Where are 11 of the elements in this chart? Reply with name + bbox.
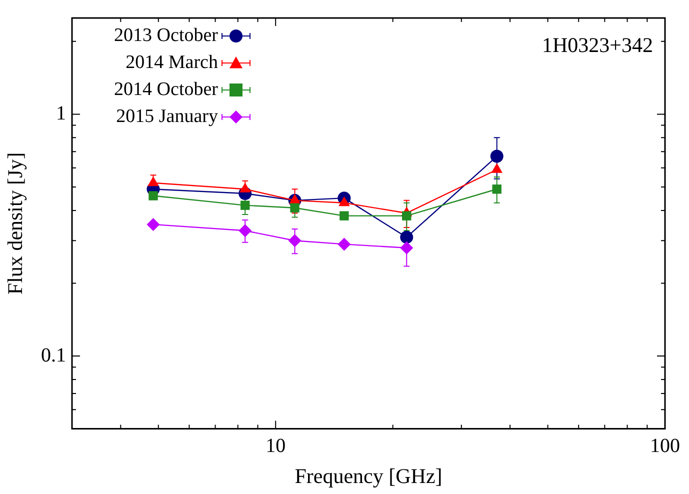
x-axis-title: Frequency [GHz] (294, 464, 442, 488)
text: 1H0323+342 (542, 33, 653, 58)
y-axis-title: Flux density [Jy] (3, 152, 28, 295)
legend-label: 2013 October (114, 24, 219, 46)
x-tick-label: 10 (266, 435, 286, 458)
y-tick-label: 0.1 (41, 344, 66, 366)
x-tick-label: 100 (650, 435, 680, 458)
legend-label: 2014 March (126, 52, 218, 73)
legend-label: 2015 January (116, 106, 218, 127)
legend-label: 2014 October (114, 78, 219, 100)
y-tick-label: 1 (56, 102, 66, 124)
